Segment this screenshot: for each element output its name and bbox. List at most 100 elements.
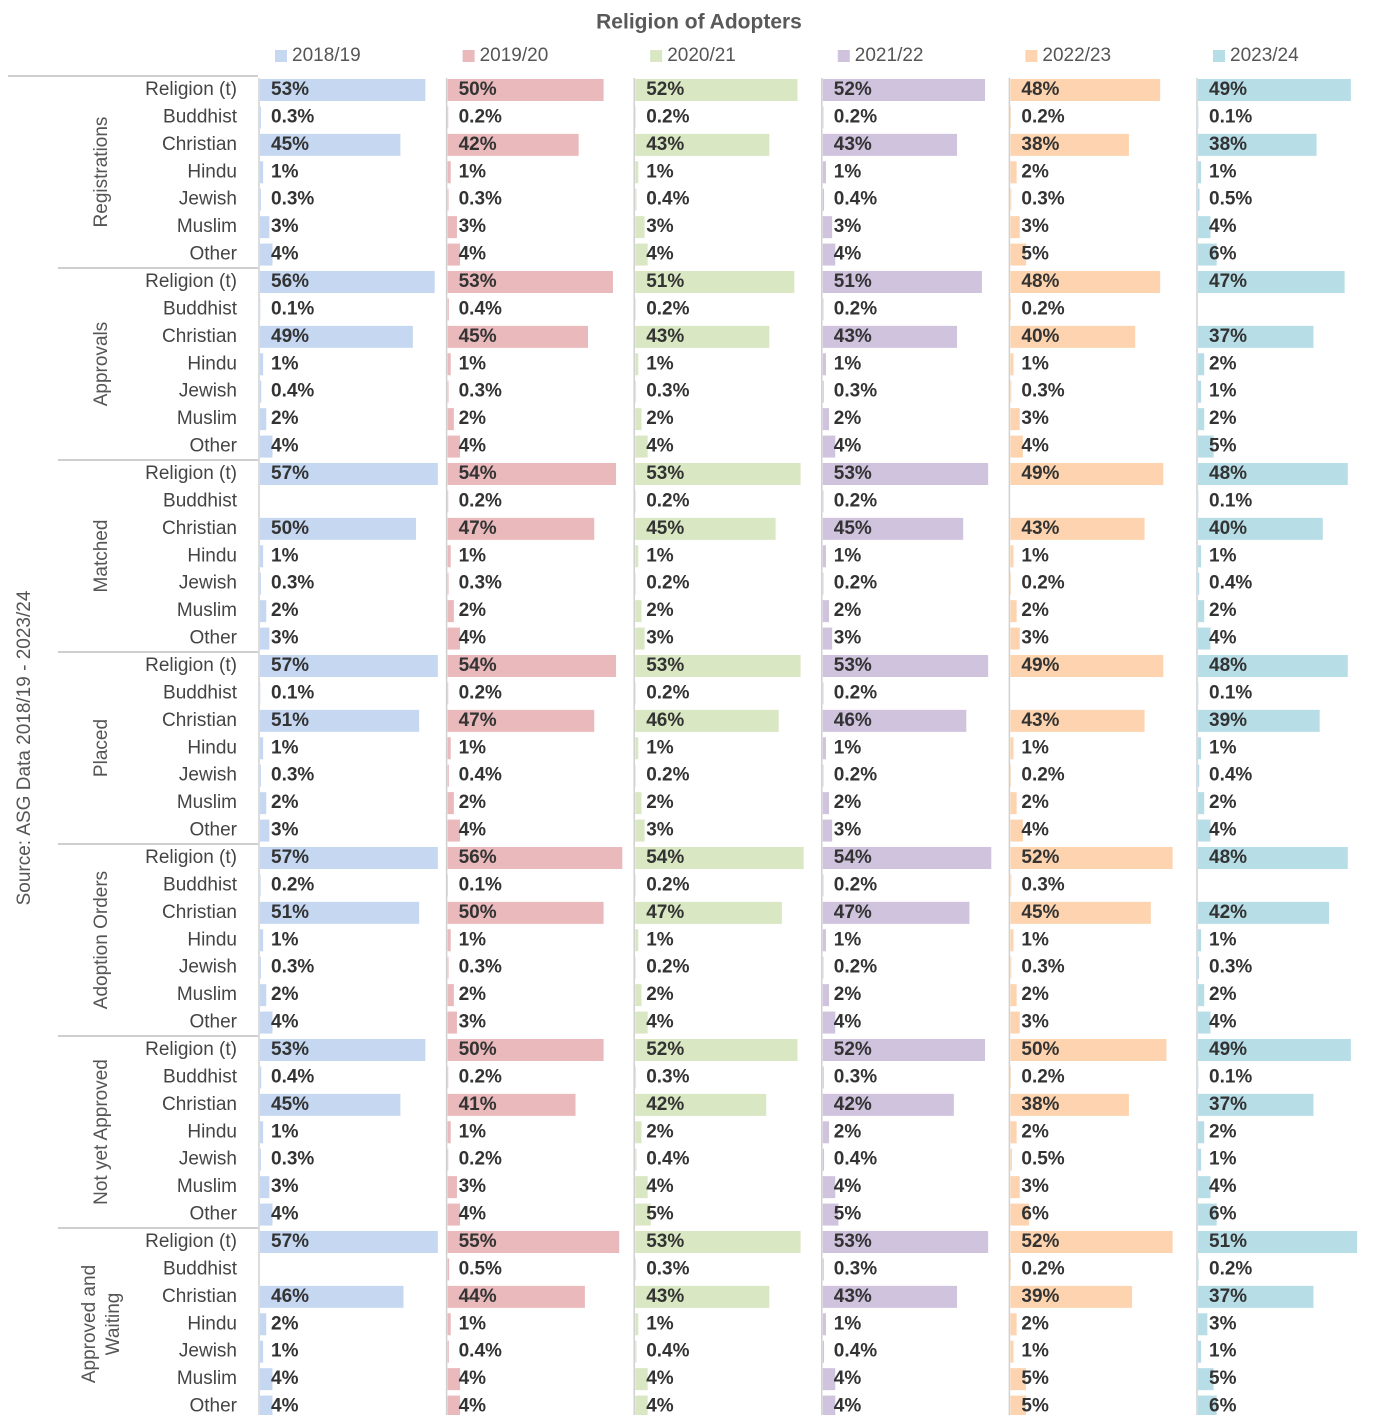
- value-label: 2%: [1021, 161, 1049, 182]
- value-label: 43%: [834, 134, 872, 155]
- bar: [1198, 847, 1348, 869]
- value-label: 2%: [646, 408, 674, 429]
- value-label: 52%: [646, 79, 684, 100]
- bar: [447, 1176, 457, 1199]
- bar: [447, 271, 613, 293]
- value-label: 3%: [1021, 1176, 1049, 1197]
- value-label: 3%: [459, 1176, 487, 1197]
- value-label: 55%: [459, 1231, 497, 1252]
- value-label: 43%: [646, 134, 684, 155]
- row-label: Buddhist: [163, 1258, 238, 1279]
- legend-label: 2022/23: [1042, 45, 1111, 66]
- value-label: 1%: [1021, 545, 1049, 566]
- bar: [260, 188, 261, 211]
- bar: [447, 1368, 461, 1391]
- bar: [447, 764, 449, 787]
- bar: [260, 1066, 262, 1089]
- value-label: 2%: [1021, 600, 1049, 621]
- source-label: Source: ASG Data 2018/19 - 2023/24: [14, 590, 35, 905]
- bar: [635, 819, 645, 842]
- bar: [822, 490, 824, 513]
- value-label: 0.2%: [1021, 1066, 1064, 1087]
- value-label: 2%: [1209, 1121, 1237, 1142]
- bar: [1198, 325, 1314, 348]
- bar: [635, 929, 639, 952]
- bar: [447, 1203, 461, 1226]
- value-label: 2%: [1209, 984, 1237, 1005]
- value-label: 0.4%: [271, 381, 314, 402]
- bar: [260, 709, 420, 732]
- value-label: 51%: [1209, 1231, 1247, 1252]
- bar: [635, 655, 801, 677]
- bar: [1198, 655, 1348, 677]
- value-label: 57%: [271, 463, 309, 484]
- value-label: 0.1%: [459, 874, 502, 895]
- bar: [447, 1340, 449, 1363]
- bar: [260, 243, 273, 266]
- bar: [635, 188, 637, 211]
- value-label: 0.2%: [459, 682, 502, 703]
- bar: [1010, 1313, 1017, 1336]
- bar: [1010, 435, 1023, 458]
- value-label: 57%: [271, 1231, 309, 1252]
- value-label: 5%: [1209, 1368, 1237, 1389]
- bar: [1198, 709, 1320, 732]
- value-label: 53%: [271, 1039, 309, 1060]
- bar: [822, 161, 826, 184]
- value-label: 6%: [1209, 1396, 1237, 1415]
- value-label: 1%: [271, 353, 299, 374]
- bar: [635, 517, 776, 540]
- value-label: 0.1%: [1209, 490, 1252, 511]
- bar: [447, 133, 579, 156]
- value-label: 1%: [1021, 353, 1049, 374]
- value-label: 0.2%: [1021, 765, 1064, 786]
- bar: [447, 1285, 585, 1308]
- bar: [1010, 1039, 1167, 1061]
- bar: [635, 1231, 801, 1253]
- bar: [1010, 188, 1012, 211]
- value-label: 2%: [1209, 600, 1237, 621]
- value-label: 53%: [646, 463, 684, 484]
- bar: [1198, 1258, 1199, 1281]
- value-label: 40%: [1209, 518, 1247, 539]
- value-label: 0.2%: [646, 765, 689, 786]
- value-label: 0.3%: [271, 189, 314, 210]
- bar: [822, 600, 830, 623]
- bar: [1010, 709, 1145, 732]
- bar: [635, 243, 648, 266]
- bar: [822, 929, 826, 952]
- bar: [822, 1093, 954, 1116]
- value-label: 4%: [271, 244, 299, 265]
- bar: [822, 408, 830, 431]
- value-label: 4%: [834, 1396, 862, 1415]
- value-label: 3%: [834, 628, 862, 649]
- row-label: Christian: [162, 902, 237, 923]
- value-label: 0.4%: [646, 1149, 689, 1170]
- bar: [447, 1231, 620, 1253]
- bar: [1010, 819, 1023, 842]
- value-label: 43%: [834, 326, 872, 347]
- bar: [1010, 792, 1017, 815]
- bar: [260, 1093, 401, 1116]
- value-label: 49%: [271, 326, 309, 347]
- row-label: Hindu: [187, 1313, 237, 1334]
- bar: [260, 1203, 273, 1226]
- bar: [822, 1231, 989, 1253]
- value-label: 1%: [834, 929, 862, 950]
- value-label: 0.3%: [834, 1258, 877, 1279]
- bar: [635, 984, 642, 1007]
- value-label: 1%: [646, 737, 674, 758]
- bar: [1010, 737, 1014, 760]
- legend-swatch: [1025, 50, 1038, 62]
- bar: [1010, 1203, 1030, 1226]
- bar: [260, 572, 261, 595]
- value-label: 3%: [1021, 1012, 1049, 1033]
- value-label: 4%: [271, 1368, 299, 1389]
- bar: [822, 435, 836, 458]
- bar: [1198, 353, 1205, 376]
- row-label: Hindu: [187, 929, 237, 950]
- row-label: Muslim: [177, 408, 237, 429]
- value-label: 3%: [646, 216, 674, 237]
- value-label: 0.5%: [459, 1258, 502, 1279]
- bar: [447, 792, 454, 815]
